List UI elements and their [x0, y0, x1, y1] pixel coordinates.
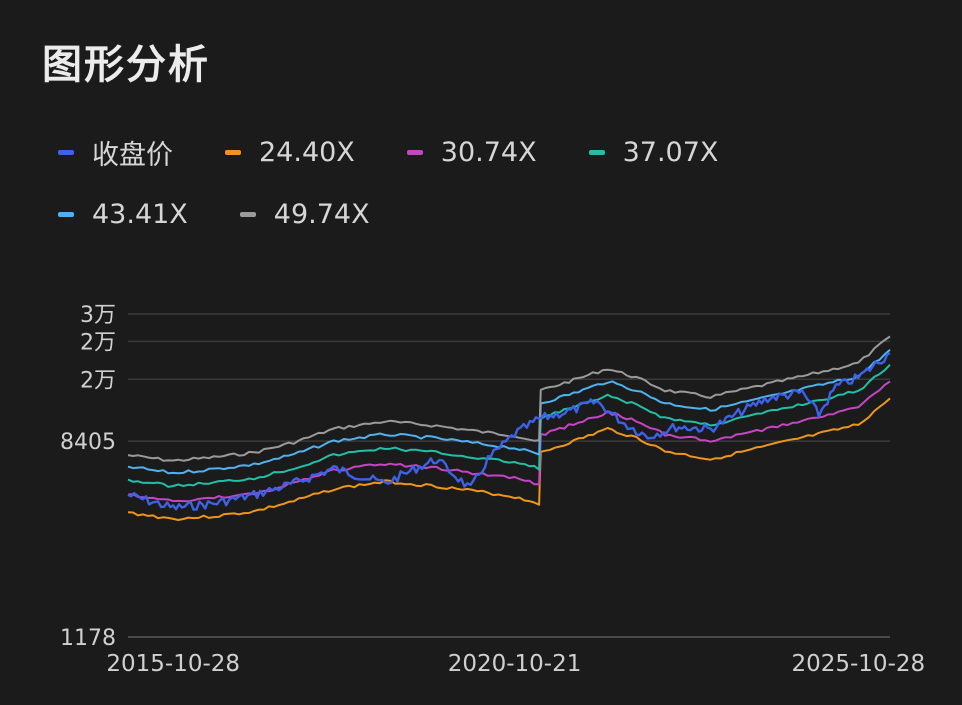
series-line — [127, 397, 891, 521]
y-tick-label: 2万 — [80, 368, 116, 393]
legend-label: 30.74X — [440, 136, 537, 168]
series-line — [127, 335, 891, 462]
legend-item[interactable]: 24.40X — [225, 136, 355, 168]
legend-label: 37.07X — [622, 136, 719, 168]
series-line — [127, 349, 891, 475]
series-line — [127, 364, 891, 488]
legend-item[interactable]: 43.41X — [58, 198, 188, 230]
legend-label: 49.74X — [273, 198, 370, 230]
legend-swatch — [239, 211, 256, 217]
legend-swatch — [588, 149, 605, 155]
legend-label: 24.40X — [259, 136, 355, 168]
legend-item[interactable]: 49.74X — [239, 198, 370, 230]
legend-swatch — [58, 149, 74, 155]
series-line — [127, 352, 891, 511]
chart-legend: 收盘价 24.40X 30.74X 37.07X 43.41X 49.74X — [58, 136, 938, 230]
y-tick-label: 1178 — [60, 626, 116, 651]
y-tick-label: 2万 — [80, 330, 116, 355]
legend-label: 43.41X — [92, 198, 188, 230]
legend-item[interactable]: 收盘价 — [58, 136, 173, 171]
legend-swatch — [225, 149, 241, 155]
x-tick-label: 2025-10-28 — [791, 651, 925, 677]
page-title: 图形分析 — [42, 42, 210, 88]
y-tick-label: 8405 — [60, 430, 116, 455]
x-tick-label: 2015-10-28 — [106, 651, 240, 677]
legend-label: 收盘价 — [92, 139, 173, 171]
y-tick-label: 3万 — [80, 303, 116, 328]
series-line — [127, 380, 891, 503]
legend-swatch — [58, 211, 74, 217]
legend-swatch — [406, 149, 423, 155]
legend-item[interactable]: 30.74X — [406, 136, 537, 168]
legend-item[interactable]: 37.07X — [588, 136, 719, 168]
x-tick-label: 2020-10-21 — [448, 651, 582, 677]
